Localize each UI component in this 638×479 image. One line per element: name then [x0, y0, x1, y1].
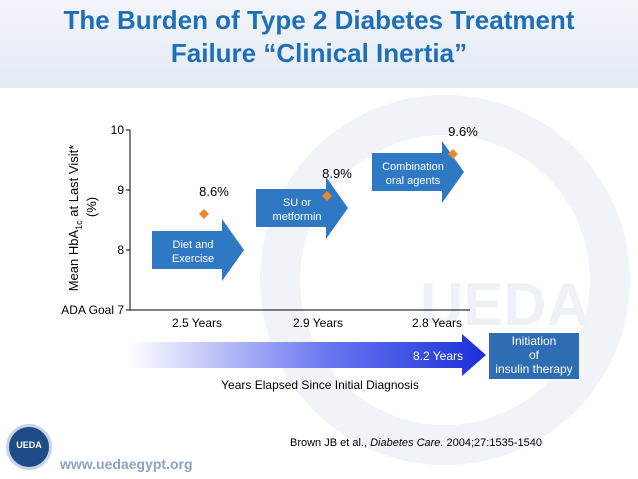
slide-title: The Burden of Type 2 Diabetes Treatment …	[0, 4, 638, 70]
data-point-label: 8.9%	[322, 166, 352, 181]
citation: Brown JB et al., Diabetes Care. 2004;27:…	[290, 437, 542, 449]
citation-authors: Brown JB et al.,	[290, 437, 371, 449]
data-point-marker	[322, 191, 332, 201]
y-label-part: at Last Visit*	[66, 145, 81, 221]
citation-ref: 2004;27:1535-1540	[443, 437, 542, 449]
y-axis-label-unit: (%)	[84, 197, 99, 217]
title-line-2: Failure “Clinical Inertia”	[170, 38, 468, 68]
insulin-box	[489, 333, 579, 379]
y-axis-label: Mean HbA1c at Last Visit*	[66, 145, 84, 292]
y-tick-label: 8	[117, 243, 124, 257]
data-point-label: 8.6%	[199, 184, 229, 199]
duration-label: 2.8 Years	[412, 316, 462, 330]
stage-arrow-label: Diet and	[173, 239, 214, 251]
stage-arrow	[256, 177, 348, 239]
data-point-marker	[448, 149, 458, 159]
ueda-logo: UEDA	[6, 424, 52, 470]
stage-arrow	[152, 219, 244, 281]
data-point-marker	[199, 209, 209, 219]
y-label-part: Mean HbA	[66, 230, 81, 292]
stage-arrow-label: metformin	[273, 211, 322, 223]
logo-text: UEDA	[16, 440, 42, 450]
total-duration-arrow	[128, 334, 486, 376]
total-duration-label: 8.2 Years	[413, 349, 463, 363]
stage-arrow-label: Exercise	[172, 253, 214, 265]
insulin-box-label: Initiation	[512, 334, 557, 348]
stage-arrow	[372, 141, 464, 203]
stage-arrow-label: SU or	[283, 197, 311, 209]
citation-journal: Diabetes Care.	[370, 437, 444, 449]
data-point-label: 9.6%	[448, 124, 478, 139]
title-line-1: The Burden of Type 2 Diabetes Treatment	[63, 5, 575, 35]
y-tick-label: ADA Goal 7	[61, 303, 124, 317]
x-axis-label: Years Elapsed Since Initial Diagnosis	[221, 378, 419, 392]
watermark-text: UEDA	[420, 271, 591, 338]
title-band	[0, 0, 638, 88]
y-label-subscript: 1c	[74, 220, 84, 230]
y-tick-label: 10	[111, 123, 125, 137]
insulin-box-label: of	[529, 348, 540, 362]
duration-label: 2.5 Years	[172, 316, 222, 330]
duration-label: 2.9 Years	[293, 316, 343, 330]
stage-arrow-label: Combination	[382, 161, 444, 173]
y-tick-label: 9	[117, 183, 124, 197]
insulin-box-label: insulin therapy	[495, 362, 572, 376]
stage-arrow-label: oral agents	[386, 175, 441, 187]
footer-url[interactable]: www.uedaegypt.org	[60, 456, 193, 472]
